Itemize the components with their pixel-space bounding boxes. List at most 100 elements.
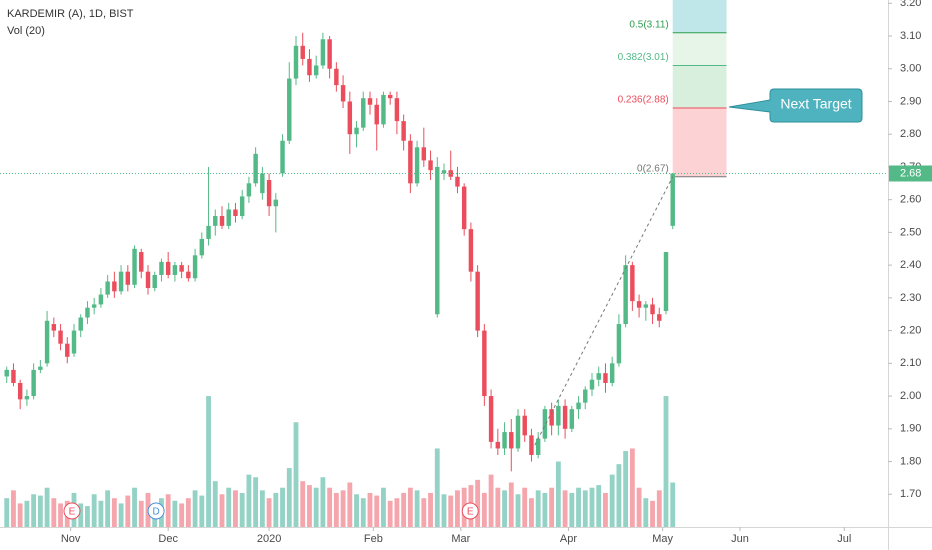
candle-body [179,265,184,272]
volume-bar [293,422,299,527]
volume-bar [448,495,454,527]
volume-bar [508,482,514,527]
candle-body [522,415,527,436]
volume-bar [663,396,669,527]
volume-bar [643,498,649,527]
candle-body [361,98,366,128]
volume-bar [179,503,185,527]
event-label: E [467,507,474,518]
y-tick-label: 3.00 [900,63,921,75]
volume-bar [233,490,238,527]
volume-bar [629,448,635,527]
candle-body [266,180,272,207]
volume-bar [91,494,97,527]
candle-body [219,216,225,226]
candle-body [488,396,494,442]
callout: Next Target [728,88,863,123]
volume-bar [11,490,16,527]
candle-body [583,389,588,403]
candle-body [85,307,90,318]
volume-bar [37,495,43,527]
volume-bar [502,490,507,527]
candle-body [636,301,642,308]
volume-bar [266,498,272,527]
volume-bar [313,487,319,527]
axes-layer: 1.70 1.80 1.90 2.00 2.10 2.20 2.30 2.40 2.50 2.60… [61,0,932,545]
volume-bar [4,498,10,527]
x-tick-label: Mar [451,533,470,545]
candle-body [307,58,312,76]
candle-body [549,409,554,426]
candle-body [44,320,50,364]
volume-bar [246,474,252,527]
candle-body [421,147,427,161]
candle-layer [4,32,675,472]
candle-body [280,140,285,174]
candle-body [17,382,23,400]
candle-body [387,94,393,99]
candle-body [31,369,36,397]
volume-bar [394,498,400,527]
candle-body [623,265,628,325]
candle-body [535,438,541,455]
candle-body [529,435,534,455]
candle-body [556,405,561,426]
candle-body [542,409,548,439]
candle-body [468,229,474,272]
candle-body [609,363,615,383]
y-tick-label: 2.40 [900,259,921,271]
volume-bar [165,494,171,527]
volume-bar [347,482,353,527]
volume-bar [172,500,178,527]
candle-body [253,153,258,184]
candle-body [145,271,151,289]
volume-bar [576,487,581,527]
volume-bar [623,451,629,527]
candle-body [199,238,205,256]
volume-bar [333,492,339,527]
chart-title: KARDEMIR (A), 1D, BIST [7,8,134,20]
candle-body [192,255,198,279]
volume-bar [360,498,366,527]
callout-bubble [728,88,863,123]
y-tick-label: 2.50 [900,226,921,238]
y-tick-label: 1.90 [900,423,921,435]
fib-zone [672,108,727,177]
candle-body [105,281,110,295]
candle-body [118,271,124,292]
fib-label: 0.382(3.01) [618,52,669,63]
candle-body [320,39,326,66]
candle-body [58,330,63,344]
candle-body [381,94,386,125]
candle-body [589,379,595,390]
fib-label: 0.236(2.88) [618,95,669,106]
candle-body [408,140,413,184]
volume-bar [24,500,30,527]
volume-bar [31,494,37,527]
y-tick-label: 1.70 [900,488,921,500]
volume-bar [118,503,124,527]
volume-bar [656,490,662,527]
candle-body [246,183,252,197]
volume-bar [529,498,534,527]
volume-bar [226,487,232,527]
fib-zone [672,65,727,109]
volume-bar [589,487,595,527]
volume-bar [670,482,676,527]
candle-body [367,98,373,105]
x-tick-label: Apr [560,533,577,545]
volume-bar [562,490,568,527]
candle-body [509,432,514,449]
candle-body [239,196,245,217]
volume-bar [596,485,602,527]
candle-body [112,281,117,292]
y-tick-label: 2.60 [900,194,921,206]
candle-body [4,369,9,377]
trend-line [534,176,674,446]
x-tick-label: Nov [61,533,81,545]
volume-bar [132,487,137,527]
y-tick-label: 2.00 [900,390,921,402]
volume-bar [367,492,373,527]
volume-bar [212,481,218,527]
